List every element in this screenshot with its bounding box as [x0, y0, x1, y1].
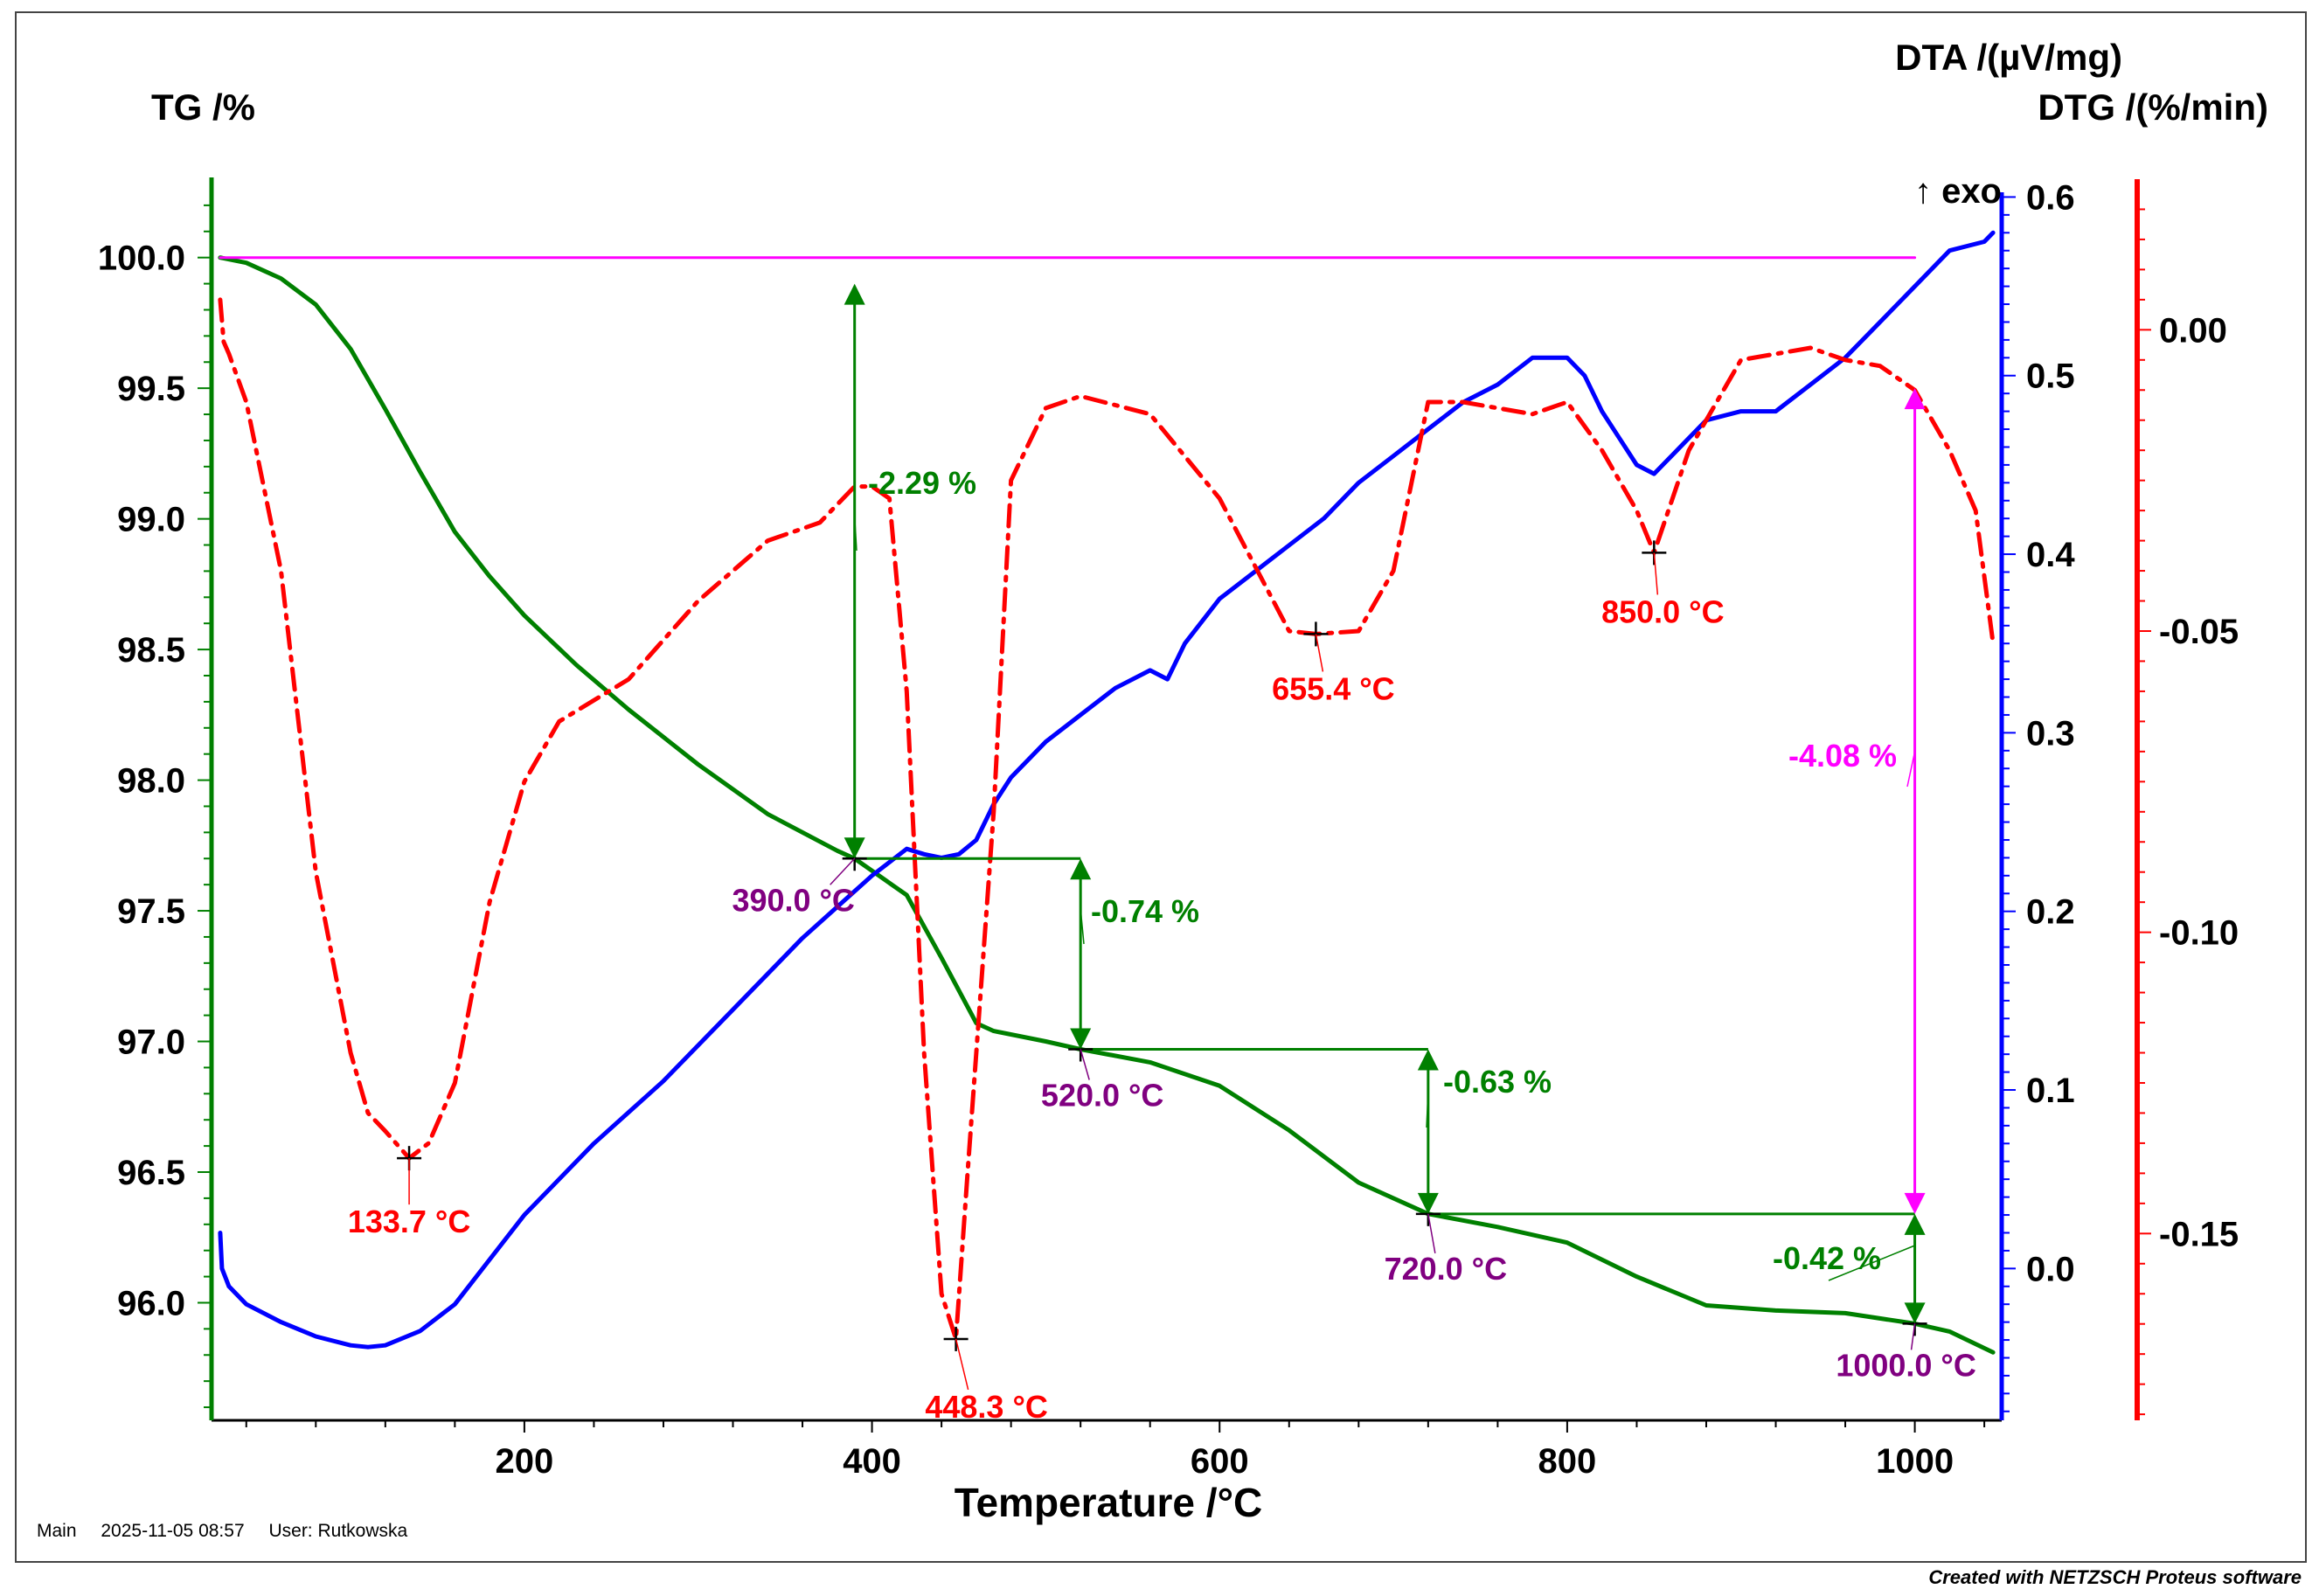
tg-temp-label: 390.0 °C [732, 882, 854, 918]
mass-step-label: -0.42 % [1773, 1240, 1881, 1276]
tg-temp-leader [1912, 1323, 1915, 1350]
mass-step-label: -0.74 % [1091, 893, 1199, 929]
mass-step-arrowhead-down [1905, 1193, 1926, 1214]
dtg-peak-label: 850.0 °C [1601, 593, 1724, 629]
dtg-tick-label: -0.15 [2159, 1215, 2239, 1253]
x-tick-label: 800 [1538, 1442, 1597, 1481]
footer-timestamp: 2025-11-05 08:57 [101, 1521, 244, 1541]
dta-tick-label: 0.6 [2026, 178, 2075, 217]
axes-layer: 200 400 600 800 1000 100.0 99.5 99.0 98.5 98.0 97.… [98, 177, 2239, 1481]
mass-step-label: -0.63 % [1443, 1064, 1552, 1100]
tg-tick-label: 100.0 [98, 239, 185, 278]
dtg-axis-title: DTG /(%/min) [2038, 87, 2268, 128]
x-tick-label: 600 [1191, 1442, 1249, 1481]
footer-main: Main [37, 1521, 77, 1541]
tg-tick-label: 98.5 [117, 631, 185, 670]
dtg-peak-label: 448.3 °C [925, 1389, 1047, 1425]
tg-tick-label: 97.0 [117, 1024, 185, 1062]
footer-user: User: Rutkowska [268, 1521, 407, 1541]
footer-credit: Created with NETZSCH Proteus software [1928, 1566, 2302, 1589]
exo-indicator: ↑ exo [1914, 172, 2002, 211]
footer-info: Main 2025-11-05 08:57 User: Rutkowska [37, 1521, 736, 1542]
tg-tick-label: 98.0 [117, 762, 185, 801]
tg-temp-leader [1080, 1049, 1089, 1079]
series-dta [220, 232, 1993, 1347]
dta-axis-title: DTA /(µV/mg) [1895, 37, 2122, 78]
tg-tick-label: 99.0 [117, 501, 185, 539]
dta-tick-label: 0.3 [2026, 714, 2075, 753]
text-layer: TG /% DTA /(µV/mg) DTG /(%/min) ↑ exo Te… [151, 37, 2268, 1525]
dtg-peak-label: 133.7 °C [348, 1204, 470, 1239]
mass-step-arrowhead-up [1070, 858, 1091, 879]
tg-temp-label: 1000.0 °C [1836, 1347, 1976, 1383]
dtg-peak-leader [1316, 634, 1323, 671]
tg-axis-title: TG /% [151, 87, 255, 128]
dtg-peak-leader [1654, 552, 1657, 594]
mass-step-arrowhead-up [1418, 1049, 1439, 1070]
mass-step-label: -4.08 % [1788, 738, 1897, 774]
mass-step-arrowhead-up [1905, 1214, 1926, 1235]
mass-step-label: -2.29 % [868, 465, 976, 501]
series-tg [220, 258, 1993, 1353]
series-dtg [220, 300, 1993, 1339]
dta-tick-label: 0.1 [2026, 1072, 2075, 1110]
tg-temp-leader [830, 858, 855, 885]
x-tick-label: 200 [496, 1442, 554, 1481]
dta-tick-label: 0.0 [2026, 1250, 2075, 1288]
tg-tick-label: 99.5 [117, 370, 185, 408]
x-tick-label: 400 [843, 1442, 901, 1481]
mass-step-arrowhead-up [844, 284, 865, 305]
dtg-tick-label: -0.05 [2159, 613, 2239, 651]
dtg-tick-label: 0.00 [2159, 311, 2227, 350]
tg-tick-label: 96.0 [117, 1284, 185, 1322]
tg-tick-label: 97.5 [117, 892, 185, 931]
dtg-peak-label: 655.4 °C [1272, 670, 1394, 706]
tg-tick-label: 96.5 [117, 1154, 185, 1192]
tg-temp-label: 520.0 °C [1041, 1077, 1163, 1113]
tg-temp-label: 720.0 °C [1385, 1251, 1507, 1287]
dta-tick-label: 0.4 [2026, 536, 2075, 574]
x-tick-label: 1000 [1876, 1442, 1954, 1481]
tg-temp-leader [1428, 1214, 1435, 1253]
annotation-layer: 133.7 °C 448.3 °C 655.4 °C 850.0 °C 390.0 °C… [348, 284, 1976, 1425]
x-axis-title: Temperature /°C [955, 1480, 1262, 1525]
dtg-tick-label: -0.10 [2159, 914, 2239, 953]
dta-tick-label: 0.5 [2026, 357, 2075, 396]
dta-tick-label: 0.2 [2026, 893, 2075, 932]
dtg-peak-leader [956, 1339, 969, 1390]
thermal-analysis-chart: 200 400 600 800 1000 100.0 99.5 99.0 98.5 98.0 97.… [0, 0, 2319, 1596]
series-layer [220, 232, 1993, 1352]
